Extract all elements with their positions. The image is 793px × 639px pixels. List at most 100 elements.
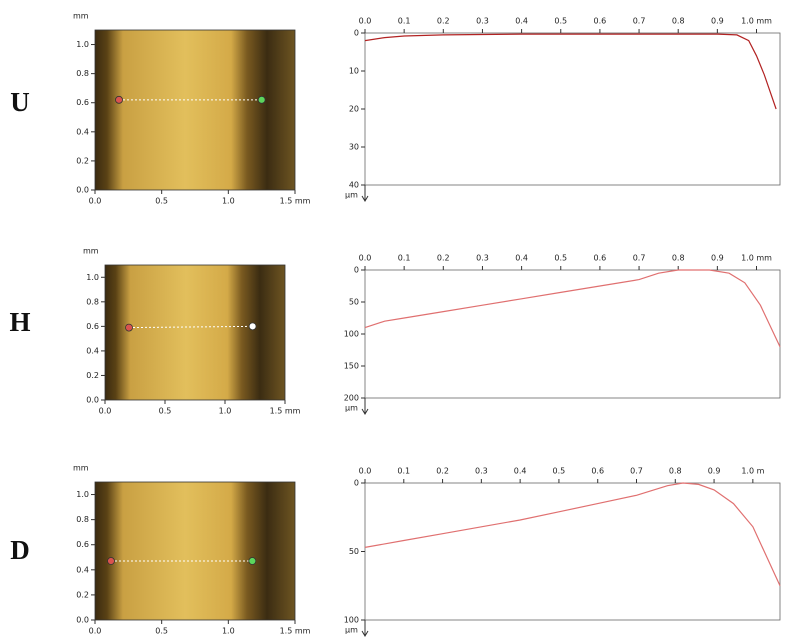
marker (115, 95, 123, 104)
x-tick-label: 0.1 (398, 254, 411, 263)
y-tick-label: 0.4 (76, 565, 89, 574)
marker (125, 323, 133, 332)
unit-arrow (361, 398, 369, 415)
y-tick-label: 30 (349, 143, 359, 152)
plot-frame (364, 482, 781, 621)
y-tick-label: 0.4 (76, 127, 89, 136)
unit-arrow (361, 185, 369, 202)
x-tick-label: 0.1 (397, 467, 410, 476)
y-tick-label: 0 (354, 479, 359, 488)
x-tick-label: 0.9 (708, 467, 721, 476)
y-tick-label: 0.8 (86, 297, 99, 306)
frame (94, 481, 296, 621)
x-tick-label: 1.0 (222, 197, 235, 206)
x-tick-label: 0.7 (630, 467, 643, 476)
x-tick-label: 1.5 mm (280, 197, 311, 206)
x-tick-label: 1.5 mm (270, 407, 301, 416)
y-tick-label: 100 (344, 616, 359, 625)
y-tick-label: 0.0 (86, 396, 99, 405)
y-tick-label: 0.2 (76, 156, 89, 165)
y-tick-label: 0.6 (86, 322, 99, 331)
x-tick-label: 0.6 (594, 254, 607, 263)
plot-frame (364, 32, 781, 186)
x-tick-label: 0.5 (554, 254, 567, 263)
x-tick-label: 0.0 (359, 467, 372, 476)
y-tick-label: 0.4 (86, 346, 99, 355)
x-tick-label: 0.2 (437, 17, 450, 26)
x-tick-label: 1.0 (219, 407, 232, 416)
micrograph (105, 265, 285, 400)
frame (104, 264, 286, 401)
x-tick-label: 0.7 (633, 17, 646, 26)
y-tick-label: 150 (344, 362, 359, 371)
x-tick-label: 0.5 (159, 407, 172, 416)
x-tick-label: 0.8 (669, 467, 682, 476)
x-tick-label: 0.9 (711, 17, 724, 26)
x-tick-label: 0.6 (594, 17, 607, 26)
profile-line (364, 482, 781, 587)
x-tick-label: 0.0 (89, 627, 102, 636)
x-tick-label: 0.2 (437, 254, 450, 263)
y-tick-label: 10 (349, 67, 359, 76)
x-tick-label: 0.2 (436, 467, 449, 476)
x-tick-label: 0.5 (155, 197, 168, 206)
x-tick-label: 0.6 (591, 467, 604, 476)
micrograph (95, 482, 295, 620)
y-tick-label: 50 (349, 547, 359, 556)
y-unit: µm (345, 626, 358, 635)
x-tick-label: 0.8 (672, 254, 685, 263)
y-tick-label: 50 (349, 298, 359, 307)
x-tick-label: 1.0 (222, 627, 235, 636)
micrograph (95, 30, 295, 190)
y-tick-label: 0.6 (76, 540, 89, 549)
x-tick-label: 1.0 m (741, 467, 764, 476)
y-unit: µm (345, 404, 358, 413)
marker (248, 557, 257, 565)
x-tick-label: 1.0 mm (741, 254, 772, 263)
x-tick-label: 0.0 (99, 407, 112, 416)
x-tick-label: 0.4 (515, 254, 528, 263)
y-unit: mm (83, 247, 99, 256)
frame (94, 29, 296, 191)
x-tick-label: 0.5 (553, 467, 566, 476)
y-unit: mm (73, 12, 89, 21)
profile-line (364, 269, 781, 348)
y-tick-label: 0.8 (76, 515, 89, 524)
x-tick-label: 0.1 (398, 17, 411, 26)
y-tick-label: 1.0 (76, 40, 89, 49)
unit-arrow (361, 620, 369, 637)
plot-frame (364, 269, 781, 399)
x-tick-label: 0.0 (89, 197, 102, 206)
y-tick-label: 0 (354, 266, 359, 275)
x-tick-label: 0.0 (359, 254, 372, 263)
x-tick-label: 0.3 (476, 17, 489, 26)
y-tick-label: 0.0 (76, 186, 89, 195)
y-tick-label: 0.2 (86, 371, 99, 380)
x-tick-label: 0.0 (359, 17, 372, 26)
panel-label: H (9, 307, 30, 337)
y-tick-label: 40 (349, 181, 359, 190)
y-tick-label: 1.0 (76, 490, 89, 499)
x-tick-label: 0.8 (672, 17, 685, 26)
x-tick-label: 0.9 (711, 254, 724, 263)
x-tick-label: 0.3 (475, 467, 488, 476)
y-unit: mm (73, 464, 89, 473)
y-tick-label: 0 (354, 29, 359, 38)
y-tick-label: 0.2 (76, 590, 89, 599)
marker (107, 557, 115, 565)
y-tick-label: 0.6 (76, 98, 89, 107)
x-tick-label: 0.3 (476, 254, 489, 263)
y-unit: µm (345, 191, 358, 200)
marker (257, 95, 266, 104)
x-tick-label: 0.7 (633, 254, 646, 263)
panel-label: D (10, 535, 30, 565)
profile-line (364, 33, 777, 110)
x-tick-label: 1.5 mm (280, 627, 311, 636)
y-tick-label: 0.0 (76, 616, 89, 625)
profile-path (128, 325, 253, 329)
y-tick-label: 200 (344, 394, 359, 403)
x-tick-label: 0.5 (554, 17, 567, 26)
x-tick-label: 1.0 mm (741, 17, 772, 26)
y-tick-label: 0.8 (76, 69, 89, 78)
y-tick-label: 100 (344, 330, 359, 339)
